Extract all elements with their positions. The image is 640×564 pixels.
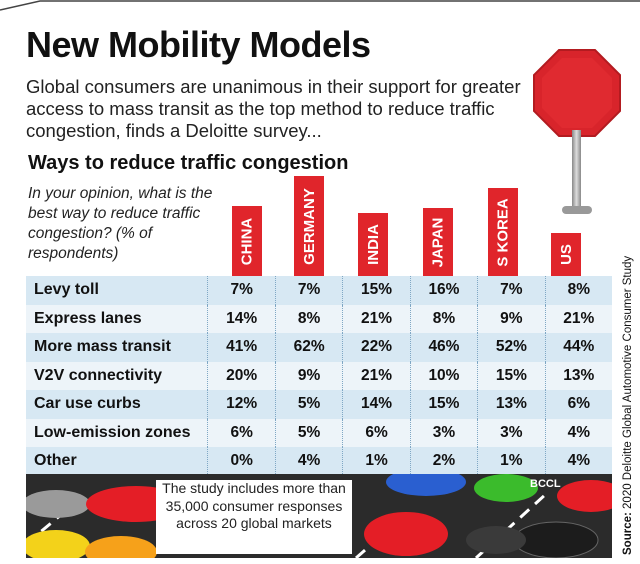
study-note: The study includes more than 35,000 cons… xyxy=(156,480,352,554)
subtitle: Global consumers are unanimous in their … xyxy=(26,76,521,141)
cell-china: 41% xyxy=(207,333,274,362)
stop-sign-icon xyxy=(533,49,621,137)
cars-illustration: The study includes more than 35,000 cons… xyxy=(26,474,612,558)
cell-germany: 9% xyxy=(274,361,342,390)
cell-germany: 8% xyxy=(274,304,342,333)
cell-china: 14% xyxy=(207,304,274,333)
cell-japan: 15% xyxy=(409,390,477,419)
row-label: Low-emission zones xyxy=(34,423,191,441)
cell-india: 21% xyxy=(342,361,409,390)
cell-s-korea: 7% xyxy=(477,276,544,305)
cell-germany: 4% xyxy=(274,447,342,476)
cell-japan: 10% xyxy=(409,361,477,390)
row-label: Levy toll xyxy=(34,281,99,299)
cell-japan: 46% xyxy=(409,333,477,362)
country-header-germany: GERMANY xyxy=(294,176,324,276)
top-decor-line xyxy=(0,0,640,11)
cell-china: 6% xyxy=(207,418,274,447)
country-header-india: INDIA xyxy=(358,213,388,276)
cell-us: 4% xyxy=(544,418,612,447)
cell-china: 12% xyxy=(207,390,274,419)
cell-india: 15% xyxy=(342,276,409,305)
cell-us: 6% xyxy=(544,390,612,419)
cell-india: 6% xyxy=(342,418,409,447)
sign-pole xyxy=(572,130,581,210)
cars-graphic xyxy=(26,474,612,558)
cell-japan: 2% xyxy=(409,447,477,476)
cell-india: 14% xyxy=(342,390,409,419)
cell-s-korea: 3% xyxy=(477,418,544,447)
sign-pole-base xyxy=(562,206,592,214)
table-row: Other 0% 4% 1% 2% 1% 4% xyxy=(26,447,612,476)
data-table: Levy toll 7% 7% 15% 16% 7% 8% Express lanes 14% 8… xyxy=(26,276,612,476)
cell-germany: 7% xyxy=(274,276,342,305)
credit-label: BCCL xyxy=(530,478,561,490)
row-label: Car use curbs xyxy=(34,395,141,413)
cell-japan: 8% xyxy=(409,304,477,333)
cell-germany: 62% xyxy=(274,333,342,362)
table-row: Low-emission zones 6% 5% 6% 3% 3% 4% xyxy=(26,418,612,447)
country-header-s-korea: S KOREA xyxy=(488,188,518,276)
cell-india: 1% xyxy=(342,447,409,476)
table-row: Levy toll 7% 7% 15% 16% 7% 8% xyxy=(26,276,612,305)
cell-s-korea: 9% xyxy=(477,304,544,333)
table-row: Car use curbs 12% 5% 14% 15% 13% 6% xyxy=(26,390,612,419)
survey-question: In your opinion, what is the best way to… xyxy=(28,185,213,262)
source-note: Source: 2020 Deloitte Global Automotive … xyxy=(612,225,634,555)
table-row: Express lanes 14% 8% 21% 8% 9% 21% xyxy=(26,304,612,333)
country-header-us: US xyxy=(551,233,581,276)
cell-us: 8% xyxy=(544,276,612,305)
cell-s-korea: 52% xyxy=(477,333,544,362)
cell-japan: 3% xyxy=(409,418,477,447)
cell-us: 13% xyxy=(544,361,612,390)
page-title: New Mobility Models xyxy=(26,24,371,65)
cell-japan: 16% xyxy=(409,276,477,305)
country-header-japan: JAPAN xyxy=(423,208,453,276)
table-row: V2V connectivity 20% 9% 21% 10% 15% 13% xyxy=(26,361,612,390)
cell-germany: 5% xyxy=(274,418,342,447)
cell-us: 4% xyxy=(544,447,612,476)
cell-germany: 5% xyxy=(274,390,342,419)
cell-us: 44% xyxy=(544,333,612,362)
row-label: Express lanes xyxy=(34,309,142,327)
row-label: Other xyxy=(34,452,77,470)
source-label: Source: xyxy=(622,512,634,555)
cell-china: 7% xyxy=(207,276,274,305)
cell-china: 0% xyxy=(207,447,274,476)
cell-s-korea: 13% xyxy=(477,390,544,419)
country-header-china: CHINA xyxy=(232,206,262,276)
row-label: V2V connectivity xyxy=(34,366,163,384)
cell-china: 20% xyxy=(207,361,274,390)
cell-s-korea: 1% xyxy=(477,447,544,476)
table-row: More mass transit 41% 62% 22% 46% 52% 44% xyxy=(26,333,612,362)
cell-india: 22% xyxy=(342,333,409,362)
source-text: 2020 Deloitte Global Automotive Consumer… xyxy=(622,255,634,509)
cell-s-korea: 15% xyxy=(477,361,544,390)
row-label: More mass transit xyxy=(34,338,171,356)
section-title: Ways to reduce traffic congestion xyxy=(28,152,349,174)
cell-india: 21% xyxy=(342,304,409,333)
cell-us: 21% xyxy=(544,304,612,333)
